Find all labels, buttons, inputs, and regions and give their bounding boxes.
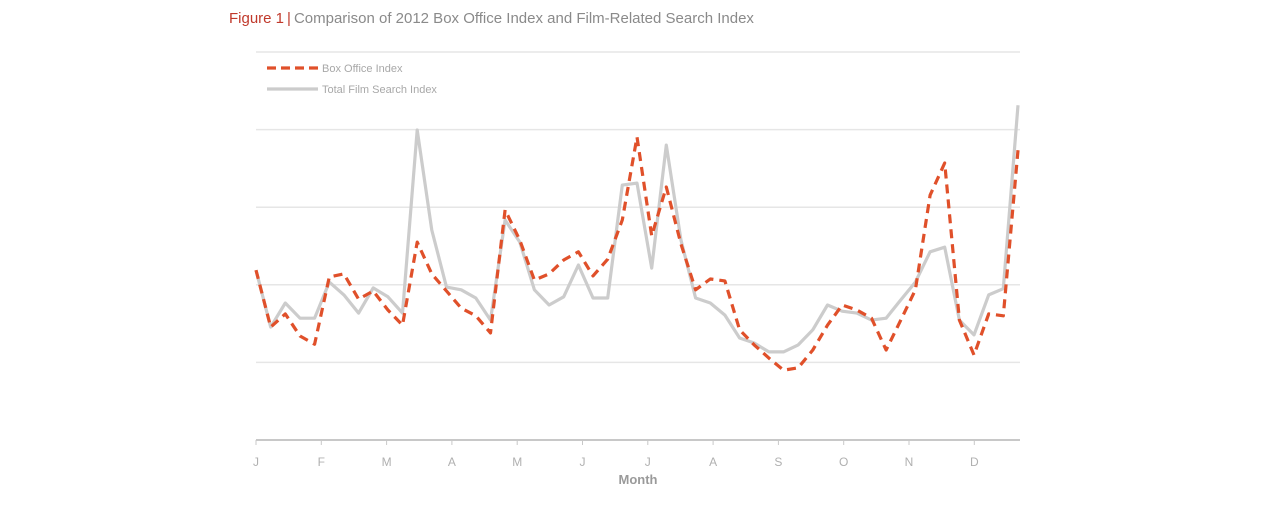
figure-separator: | [287,10,291,27]
x-tick-label: J [253,455,259,469]
x-tick-label: J [580,455,586,469]
box-office-index-line [254,135,1020,372]
legend-label-box-office: Box Office Index [322,63,403,75]
x-tick-label: M [512,455,522,469]
legend-label-search: Total Film Search Index [322,84,437,96]
x-tick-label: J [645,455,651,469]
x-tick-label: A [709,455,717,469]
gridlines [256,51,1020,364]
figure-label: Figure 1 [229,10,285,27]
x-tick-label: M [382,455,392,469]
x-tick-label: N [905,455,914,469]
figure-title: Figure 1 | Comparison of 2012 Box Office I… [229,10,754,27]
x-tick-label: A [448,455,456,469]
x-tick-label: S [774,455,782,469]
plot-area [254,105,1020,372]
legend: Box Office Index Total Film Search Index [267,63,437,96]
x-axis-title: Month [619,472,658,487]
figure-caption: Comparison of 2012 Box Office Index and … [293,10,754,27]
x-tick-label: F [318,455,325,469]
x-tick-label: D [970,455,979,469]
x-tick-label: O [839,455,848,469]
search-index-line [254,105,1020,354]
